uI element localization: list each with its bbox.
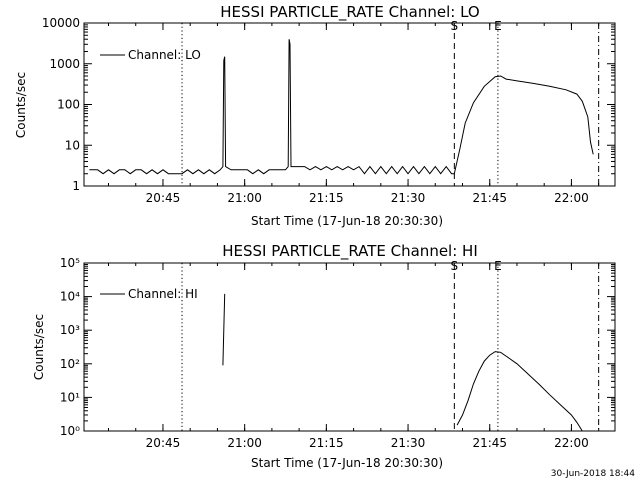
series-line: [456, 351, 583, 432]
x-tick-label: 21:30: [391, 436, 426, 450]
x-tick-label: 21:00: [227, 191, 262, 205]
chart-title: HESSI PARTICLE_RATE Channel: LO: [220, 3, 479, 22]
y-tick-label: 10⁵: [60, 256, 80, 270]
x-tick-label: 21:15: [309, 436, 344, 450]
marker-label: E: [494, 259, 502, 273]
footer-timestamp: 30-Jun-2018 18:44: [551, 469, 635, 479]
legend-label: Channel: LO: [128, 48, 201, 62]
chart-panel-hi: HESSI PARTICLE_RATE Channel: HI 20:45 21:0…: [32, 242, 616, 470]
plot-frame: [83, 262, 616, 432]
series-line: [89, 39, 594, 175]
x-tick-label: 21:45: [472, 191, 507, 205]
legend-label: Channel: HI: [128, 287, 198, 301]
y-axis-label: Counts/sec: [14, 72, 28, 138]
x-tick-label: 21:30: [391, 191, 426, 205]
y-tick-label: 10²: [60, 357, 80, 371]
y-tick-label: 1000: [49, 57, 80, 71]
y-tick-label: 1: [72, 179, 80, 193]
y-tick-label: 10⁴: [60, 290, 80, 304]
series-line: [222, 293, 226, 366]
marker-label: S: [451, 19, 459, 33]
chart-panel-lo: HESSI PARTICLE_RATE Channel: LO 20:45 21:0…: [14, 3, 616, 228]
marker-label: E: [494, 19, 502, 33]
chart-title: HESSI PARTICLE_RATE Channel: HI: [222, 242, 478, 261]
x-tick-label: 21:00: [227, 436, 262, 450]
y-tick-label: 10000: [42, 16, 80, 30]
x-tick-label: 21:45: [472, 436, 507, 450]
x-tick-label: 22:00: [554, 191, 589, 205]
y-tick-label: 10⁰: [60, 424, 80, 438]
y-tick-label: 10³: [60, 323, 80, 337]
x-axis-label: Start Time (17-Jun-18 20:30:30): [251, 214, 443, 228]
marker-label: S: [451, 259, 459, 273]
y-tick-label: 10¹: [60, 390, 80, 404]
x-tick-label: 20:45: [146, 436, 181, 450]
x-axis-label: Start Time (17-Jun-18 20:30:30): [251, 456, 443, 470]
y-tick-label: 10: [65, 138, 80, 152]
x-tick-label: 22:00: [554, 436, 589, 450]
x-tick-label: 20:45: [146, 191, 181, 205]
x-tick-label: 21:15: [309, 191, 344, 205]
y-tick-label: 100: [57, 98, 80, 112]
y-axis-label: Counts/sec: [32, 314, 46, 380]
